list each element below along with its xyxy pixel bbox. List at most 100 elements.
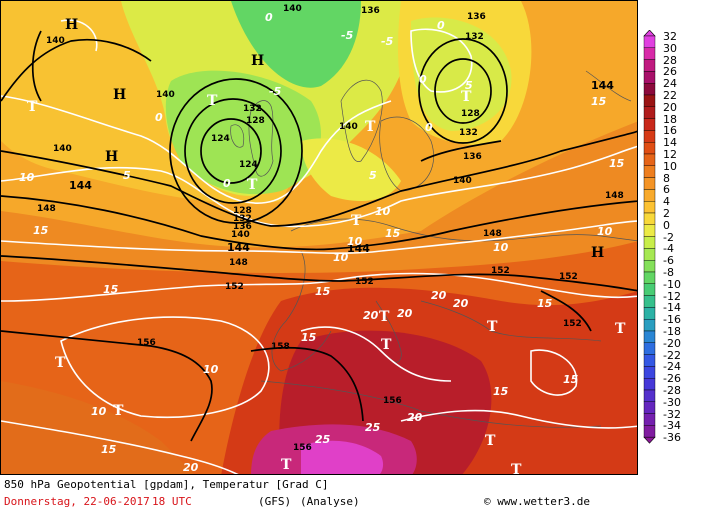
scale-swatch [643,236,656,249]
low-marker: T [511,462,522,475]
scale-label: -14 [663,301,681,315]
temp-label-15d: 15 [385,227,401,240]
scale-swatch [643,118,656,131]
scale-arrow-up [643,30,656,37]
temp-label-15h: 15 [493,385,509,398]
scale-arrow-down [643,436,656,444]
model-name: (GFS) [258,495,292,508]
high-marker: H [105,149,118,165]
scale-swatch [643,319,656,332]
temp-label-15k: 15 [301,331,317,344]
temp-label-10c: 10 [333,251,349,264]
temp-label-15i: 15 [563,373,579,386]
geo-label-124: 124 [211,134,230,144]
low-marker: T [461,89,472,105]
temp-label-0a: 0 [265,11,273,24]
geo-label-132c: 132 [459,128,478,138]
temp-label-10a: 10 [375,205,391,218]
geo-label-140c: 140 [156,90,175,100]
scale-swatch [643,83,656,96]
geo-label-152c: 152 [491,266,510,276]
scale-label: -22 [663,348,681,362]
geo-label-132b: 132 [233,214,252,224]
scale-swatch [643,212,656,226]
temp-label-15a: 15 [33,224,49,237]
temp-label-0f: 0 [437,19,445,32]
scale-swatch [643,141,656,155]
temp-label-20a: 20 [431,289,447,302]
map-title: 850 hPa Geopotential [gpdam], Temperatur… [4,478,329,491]
geo-label-156: 156 [137,338,156,348]
scale-label: 14 [663,136,677,150]
scale-swatch [643,106,656,119]
geo-label-136d: 136 [361,6,380,16]
temperature-labels: 0 0 0 0 0 0 -5 -5 -5 5 5 5 10 10 10 10 1… [19,11,625,474]
scale-label: 0 [663,218,670,232]
scale-swatch [643,153,656,167]
scale-swatch [643,307,656,320]
scale-label: 18 [663,112,677,126]
geo-label-136: 136 [233,222,252,232]
temp-label-10h: 10 [19,171,35,184]
scale-swatch [643,248,656,261]
geo-label-128b: 128 [233,206,252,216]
temp-label-15f: 15 [609,157,625,170]
temp-label-10f: 10 [203,363,219,376]
low-marker: T [487,319,498,335]
temp-label-m5c: -5 [269,85,282,98]
geo-label-144: 144 [69,179,92,192]
scale-swatch [643,425,656,438]
geo-label-132: 132 [243,104,262,114]
scale-label: -16 [663,313,681,327]
geopotential-contours [1,30,637,442]
scale-label: -4 [663,242,674,256]
scale-label: 8 [663,171,670,185]
scale-label: -20 [663,336,681,350]
scale-label: -10 [663,277,681,291]
scale-label: 32 [663,30,677,43]
scale-label: 20 [663,100,677,114]
low-marker: T [281,457,292,473]
geo-label-148d: 148 [605,191,624,201]
high-marker: H [251,53,264,69]
geo-label-144b: 144 [227,241,250,254]
geo-label-128: 128 [246,116,265,126]
low-marker: T [55,355,66,371]
map-footer: 850 hPa Geopotential [gpdam], Temperatur… [0,476,704,513]
scale-swatch [643,200,656,214]
temp-label-0e: 0 [425,121,433,134]
temp-label-5a: 5 [465,79,473,92]
map-time: 18 UTC [152,495,192,508]
scale-label: 28 [663,53,677,67]
temp-label-20f: 20 [183,461,199,474]
scale-label: -6 [663,254,674,268]
scale-swatch [643,130,656,143]
scale-label: 16 [663,124,677,138]
geo-label-156b: 156 [383,396,402,406]
temp-label-10g: 10 [91,405,107,418]
scale-swatch [643,271,656,285]
temp-label-0c: 0 [223,177,231,190]
temp-label-15g: 15 [591,95,607,108]
geo-label-140d: 140 [339,122,358,132]
low-marker: T [27,99,38,115]
low-marker: T [381,337,392,353]
scale-label: -2 [663,230,674,244]
temp-label-0d: 0 [419,73,427,86]
scale-swatch [643,295,656,308]
temp-label-20b: 20 [453,297,469,310]
geo-label-144c: 144 [347,242,370,255]
low-marker: T [207,93,218,109]
scale-bar [643,30,656,444]
temp-label-m5b: -5 [381,35,394,48]
copyright-link[interactable]: © www.wetter3.de [484,495,590,508]
temp-label-m5a: -5 [341,29,354,42]
geo-label-152e: 152 [563,319,582,329]
scale-label: -24 [663,360,681,374]
scale-label: 22 [663,89,677,102]
geo-label-136c: 136 [467,12,486,22]
geo-label-152b: 152 [355,277,374,287]
scale-label: 26 [663,65,677,79]
low-marker: T [113,403,124,419]
temp-label-15b: 15 [103,283,119,296]
